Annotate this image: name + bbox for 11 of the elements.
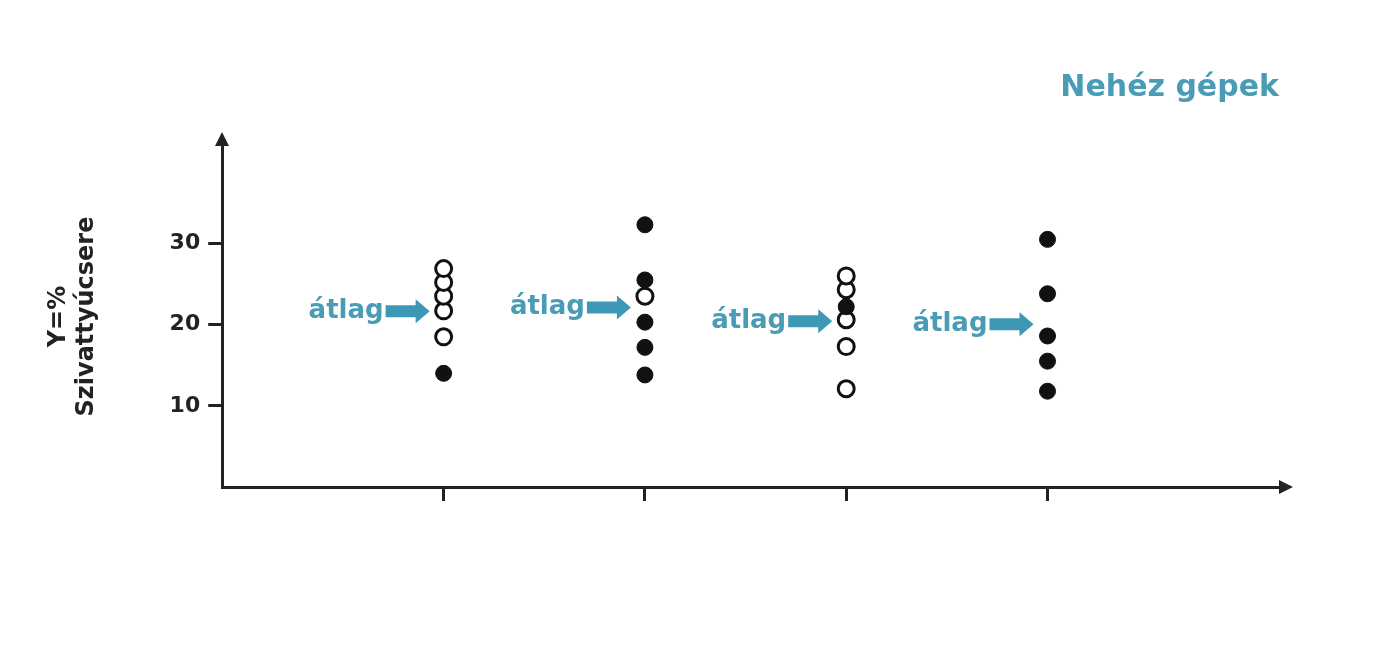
y-axis-title: Y=% Szivattyúcsere	[42, 216, 100, 417]
annotation: átlag	[912, 307, 988, 338]
y-tick-label: 20	[169, 310, 201, 336]
point	[435, 364, 453, 382]
annotation: átlag	[509, 290, 585, 321]
annotation: átlag	[308, 294, 384, 325]
annotation: átlag	[711, 303, 787, 334]
y-tick-label: 10	[169, 391, 201, 417]
point	[636, 366, 654, 384]
y-tick-label: 30	[169, 229, 201, 255]
chart-title: Nehéz gépek	[1060, 67, 1281, 103]
